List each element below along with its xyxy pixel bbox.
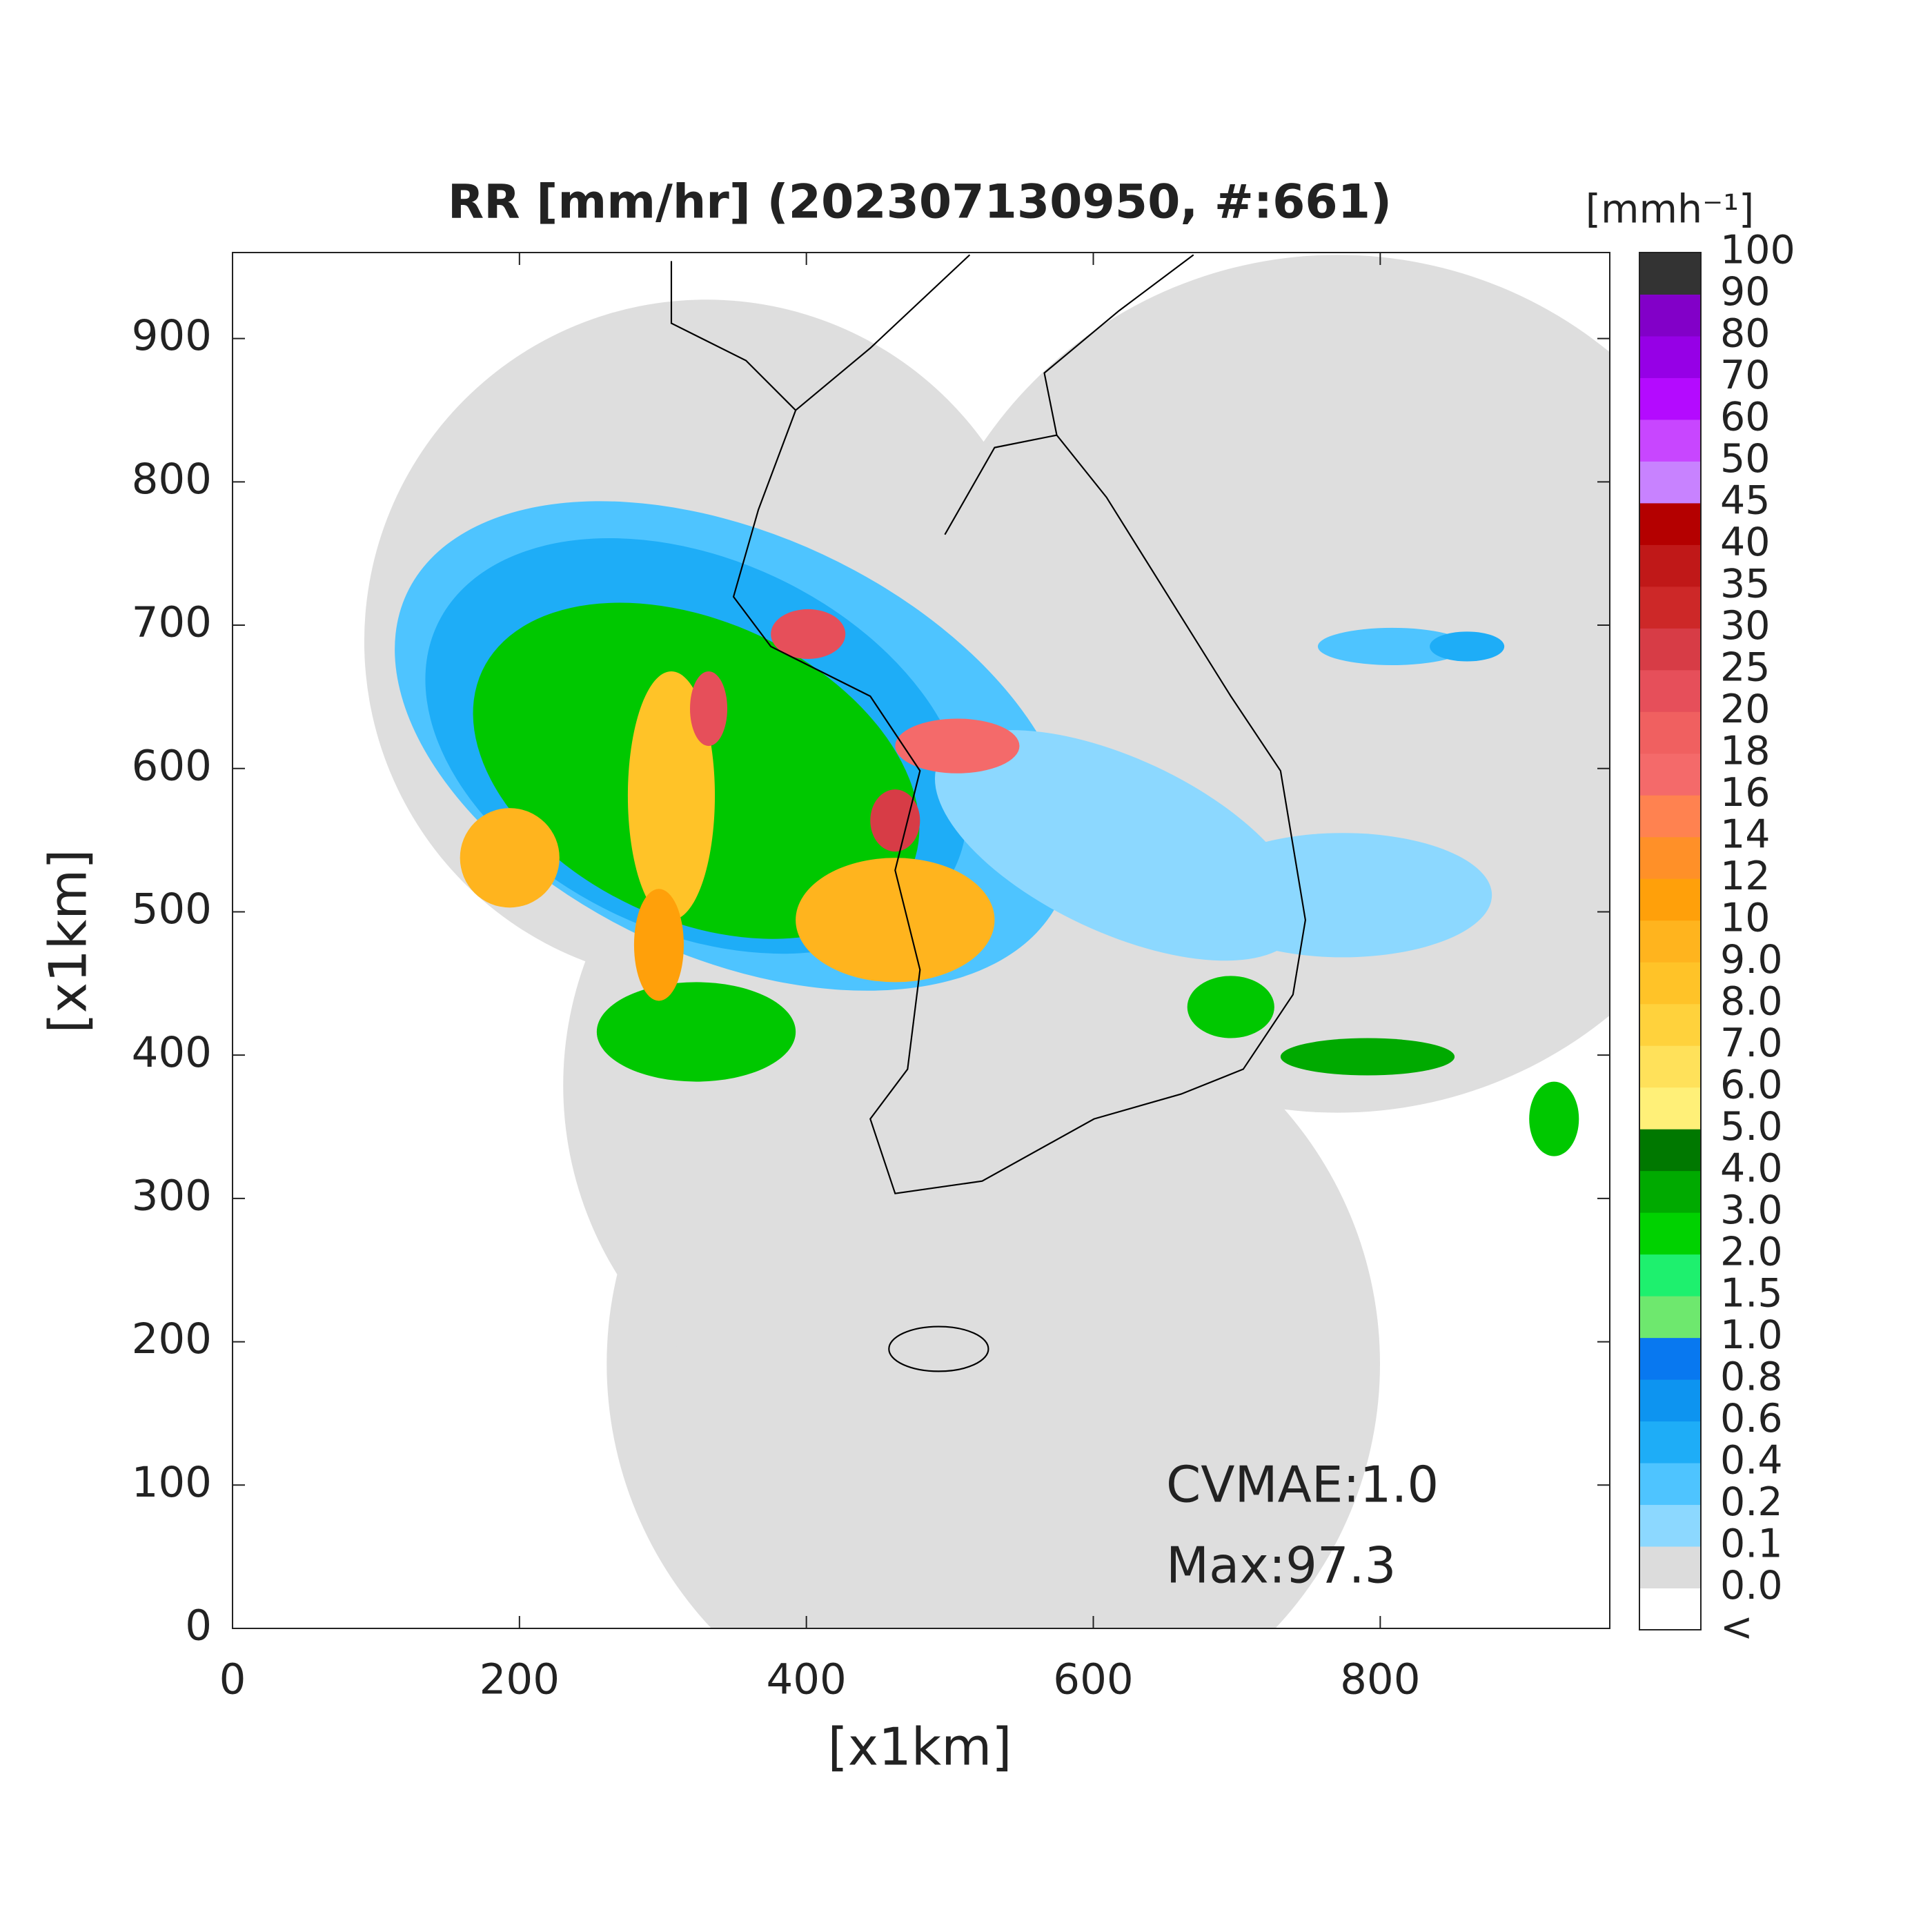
colorbar-swatch (1639, 377, 1701, 420)
colorbar-swatch (1639, 669, 1701, 712)
colorbar-tick-label: 4.0 (1720, 1145, 1783, 1191)
colorbar-swatch (1639, 1129, 1701, 1172)
colorbar-swatch (1639, 1254, 1701, 1297)
y-tick-label: 200 (132, 1314, 212, 1363)
colorbar-tick-label: 10 (1720, 895, 1771, 940)
colorbar-tick-label: 16 (1720, 770, 1771, 816)
radar-field (364, 254, 1610, 1629)
colorbar-tick-label: 35 (1720, 562, 1771, 607)
colorbar-swatch (1639, 920, 1701, 963)
colorbar-swatch (1639, 1421, 1701, 1463)
colorbar-tick-label: 60 (1720, 395, 1771, 440)
y-tick-label: 500 (132, 885, 212, 934)
precipitation (395, 501, 1579, 1156)
colorbar-swatch (1639, 795, 1701, 838)
y-tick-label: 700 (132, 598, 212, 647)
colorbar-tick-label: 50 (1720, 436, 1771, 482)
colorbar-swatch (1639, 335, 1701, 378)
annotation: CVMAE:1.0 (1166, 1456, 1439, 1514)
colorbar-tick-label: 6.0 (1720, 1062, 1783, 1107)
colorbar-tick-label: 9.0 (1720, 937, 1783, 983)
colorbar-frame (1639, 252, 1702, 1630)
colorbar-tick-label: 1.0 (1720, 1312, 1783, 1358)
colorbar-swatch (1639, 1170, 1701, 1213)
colorbar-swatch (1639, 836, 1701, 879)
x-tick-label: 800 (1340, 1655, 1420, 1704)
colorbar-tick-label: 30 (1720, 603, 1771, 649)
plot-frame (232, 252, 1610, 1629)
colorbar-swatch (1639, 294, 1701, 337)
y-tick-label: 800 (132, 455, 212, 504)
chart-title: RR [mm/hr] (202307130950, #:661) (448, 175, 1392, 230)
colorbar-swatch (1639, 1504, 1701, 1547)
colorbar-swatch (1639, 1212, 1701, 1255)
colorbar-swatch (1639, 1379, 1701, 1422)
colorbar-tick-label: 12 (1720, 854, 1771, 899)
colorbar-tick-label: 45 (1720, 478, 1771, 524)
colorbar-swatch (1639, 1296, 1701, 1339)
colorbar-swatch (1639, 544, 1701, 587)
y-tick-label: 600 (132, 741, 212, 790)
colorbar-tick-label: 90 (1720, 269, 1771, 315)
colorbar-tick-label: 0.4 (1720, 1438, 1783, 1483)
x-axis-label: [x1km] (827, 1717, 1012, 1777)
x-tick-label: 600 (1053, 1655, 1133, 1704)
colorbar-tick-label: 25 (1720, 644, 1771, 690)
x-tick-label: 200 (480, 1655, 560, 1704)
colorbar-swatch (1639, 878, 1701, 921)
colorbar-swatch (1639, 461, 1701, 504)
colorbar-tick-label: 40 (1720, 520, 1771, 565)
colorbar-tick-label: 0.6 (1720, 1396, 1783, 1441)
colorbar-tick-label: 0.8 (1720, 1354, 1783, 1400)
coastline (670, 254, 1306, 1372)
y-axis-label: [x1km] (38, 849, 99, 1033)
colorbar-tick-label: 3.0 (1720, 1187, 1783, 1233)
colorbar-swatch (1639, 1087, 1701, 1130)
colorbar-swatch (1639, 962, 1701, 1005)
y-tick-label: 400 (132, 1028, 212, 1077)
x-tick-label: 400 (766, 1655, 846, 1704)
colorbar-swatch (1639, 753, 1701, 796)
y-tick-label: 100 (132, 1458, 212, 1507)
colorbar-tick-label: 20 (1720, 687, 1771, 732)
colorbar-tick-label: 7.0 (1720, 1021, 1783, 1066)
colorbar-swatch (1639, 1463, 1701, 1506)
colorbar-tick-label: < (1720, 1605, 1753, 1650)
colorbar-swatch (1639, 628, 1701, 671)
colorbar-tick-label: 8.0 (1720, 978, 1783, 1024)
colorbar-label: [mmh⁻¹] (1586, 187, 1755, 233)
y-tick-label: 300 (132, 1171, 212, 1220)
y-tick-label: 0 (185, 1601, 212, 1650)
colorbar-tick-label: 0.0 (1720, 1563, 1783, 1608)
x-tick-label: 0 (219, 1655, 246, 1704)
colorbar-tick-label: 70 (1720, 353, 1771, 398)
colorbar-swatch (1639, 1003, 1701, 1046)
colorbar-tick-label: 18 (1720, 728, 1771, 773)
colorbar-swatch (1639, 253, 1701, 295)
colorbar-tick-label: 1.5 (1720, 1271, 1783, 1317)
radar-coverage (364, 255, 1610, 1629)
colorbar-swatch (1639, 1045, 1701, 1088)
colorbar-swatch (1639, 711, 1701, 754)
colorbar-swatch (1639, 419, 1701, 462)
annotation: Max:97.3 (1166, 1537, 1396, 1595)
colorbar-swatch (1639, 502, 1701, 545)
colorbar-swatch (1639, 586, 1701, 629)
colorbar-tick-label: 14 (1720, 811, 1771, 857)
colorbar-tick-label: 2.0 (1720, 1229, 1783, 1274)
colorbar-tick-label: 5.0 (1720, 1104, 1783, 1150)
colorbar-swatch (1639, 1546, 1701, 1589)
colorbar-tick-label: 80 (1720, 311, 1771, 357)
colorbar-tick-label: 100 (1720, 228, 1795, 273)
colorbar-tick-label: 0.2 (1720, 1479, 1783, 1525)
y-tick-label: 900 (132, 311, 212, 360)
colorbar-tick-label: 0.1 (1720, 1521, 1783, 1567)
colorbar-swatch (1639, 1588, 1701, 1630)
colorbar-swatch (1639, 1337, 1701, 1380)
